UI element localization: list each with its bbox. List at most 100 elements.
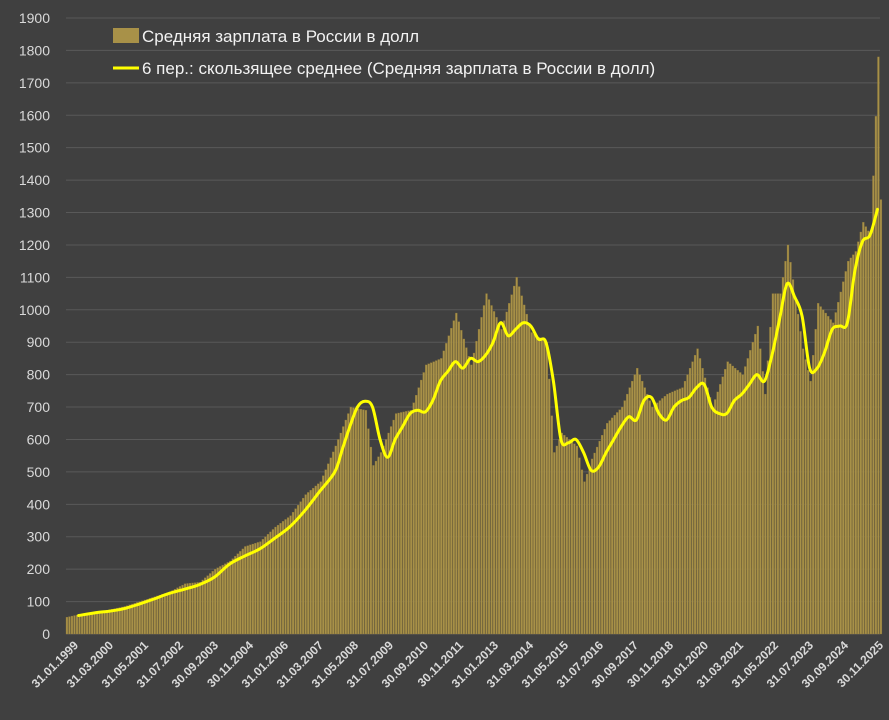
- bar: [538, 337, 541, 635]
- bar: [452, 320, 455, 635]
- bar: [814, 329, 817, 635]
- bar: [794, 296, 797, 635]
- bar: [485, 293, 488, 635]
- bar: [352, 407, 355, 635]
- bar: [779, 293, 782, 635]
- y-tick-label: 400: [27, 496, 51, 512]
- bar: [741, 374, 744, 635]
- bar: [495, 317, 498, 635]
- bar: [872, 175, 875, 635]
- bar: [595, 446, 599, 635]
- bar: [101, 610, 104, 635]
- bar: [520, 295, 523, 635]
- bar: [146, 598, 149, 635]
- bar: [781, 277, 785, 635]
- bar: [834, 312, 837, 635]
- bar: [611, 417, 614, 635]
- bar: [131, 603, 134, 635]
- bar: [631, 380, 634, 635]
- bar: [93, 612, 96, 635]
- bar: [568, 439, 571, 635]
- bar: [540, 338, 543, 635]
- bar: [548, 378, 551, 635]
- grid-lines: [66, 17, 880, 635]
- bar: [108, 609, 111, 635]
- bar: [545, 342, 548, 635]
- bar: [221, 564, 224, 635]
- bar: [563, 435, 566, 635]
- bar: [389, 426, 393, 635]
- bar: [457, 321, 460, 635]
- y-tick-label: 800: [27, 367, 51, 383]
- bar: [734, 367, 737, 635]
- bar: [658, 400, 661, 635]
- bar: [857, 241, 860, 635]
- bar: [183, 583, 187, 635]
- bar: [530, 332, 533, 635]
- bar: [791, 279, 795, 635]
- bar: [163, 593, 167, 635]
- bar: [239, 551, 242, 635]
- bar: [415, 395, 418, 635]
- bar: [789, 262, 792, 635]
- bar: [618, 409, 621, 635]
- y-axis-ticks: 0 100 200 300 400 500 600 700 800 900 1000 1100 1200…: [19, 10, 50, 642]
- bar: [726, 361, 729, 635]
- bar: [681, 387, 684, 635]
- bar: [327, 463, 330, 635]
- bar: [806, 370, 810, 635]
- bar: [214, 569, 217, 635]
- bar: [442, 350, 445, 635]
- bar: [304, 494, 307, 635]
- bar: [560, 432, 563, 635]
- bar: [739, 372, 742, 635]
- bar: [362, 409, 365, 635]
- bar: [543, 340, 546, 635]
- bar: [580, 469, 584, 635]
- bar: [111, 608, 114, 635]
- bar: [224, 563, 227, 635]
- bar: [711, 406, 714, 635]
- bar: [847, 261, 850, 635]
- bar: [497, 323, 501, 635]
- bar: [761, 371, 764, 635]
- bar: [95, 611, 99, 635]
- y-tick-label: 100: [27, 594, 51, 610]
- bar: [377, 456, 380, 635]
- bar: [784, 261, 787, 635]
- bar: [510, 294, 513, 635]
- bar: [264, 536, 267, 635]
- bar: [171, 590, 174, 635]
- bar: [158, 594, 162, 635]
- bar: [573, 443, 576, 635]
- bar: [437, 359, 440, 635]
- bar: [276, 524, 280, 635]
- bar: [490, 305, 493, 635]
- bar: [771, 293, 775, 635]
- bar: [578, 457, 581, 635]
- bar: [405, 411, 408, 635]
- bar: [455, 312, 458, 635]
- y-tick-label: 600: [27, 431, 51, 447]
- bar: [259, 541, 262, 635]
- bar: [402, 411, 405, 635]
- bar: [199, 581, 202, 635]
- bar: [246, 545, 249, 635]
- bar: [236, 553, 239, 635]
- bar: [234, 556, 237, 635]
- bar: [440, 358, 443, 635]
- bar: [138, 601, 141, 635]
- bar: [824, 312, 827, 635]
- bar: [709, 397, 712, 635]
- bar: [648, 400, 651, 635]
- bar: [447, 335, 450, 635]
- bar: [430, 362, 433, 635]
- bar: [211, 571, 214, 635]
- bar: [261, 539, 265, 635]
- bar: [515, 277, 518, 635]
- bar: [661, 398, 664, 635]
- bar: [399, 412, 403, 635]
- bar: [465, 347, 468, 635]
- bar: [804, 359, 807, 635]
- bar: [332, 451, 335, 635]
